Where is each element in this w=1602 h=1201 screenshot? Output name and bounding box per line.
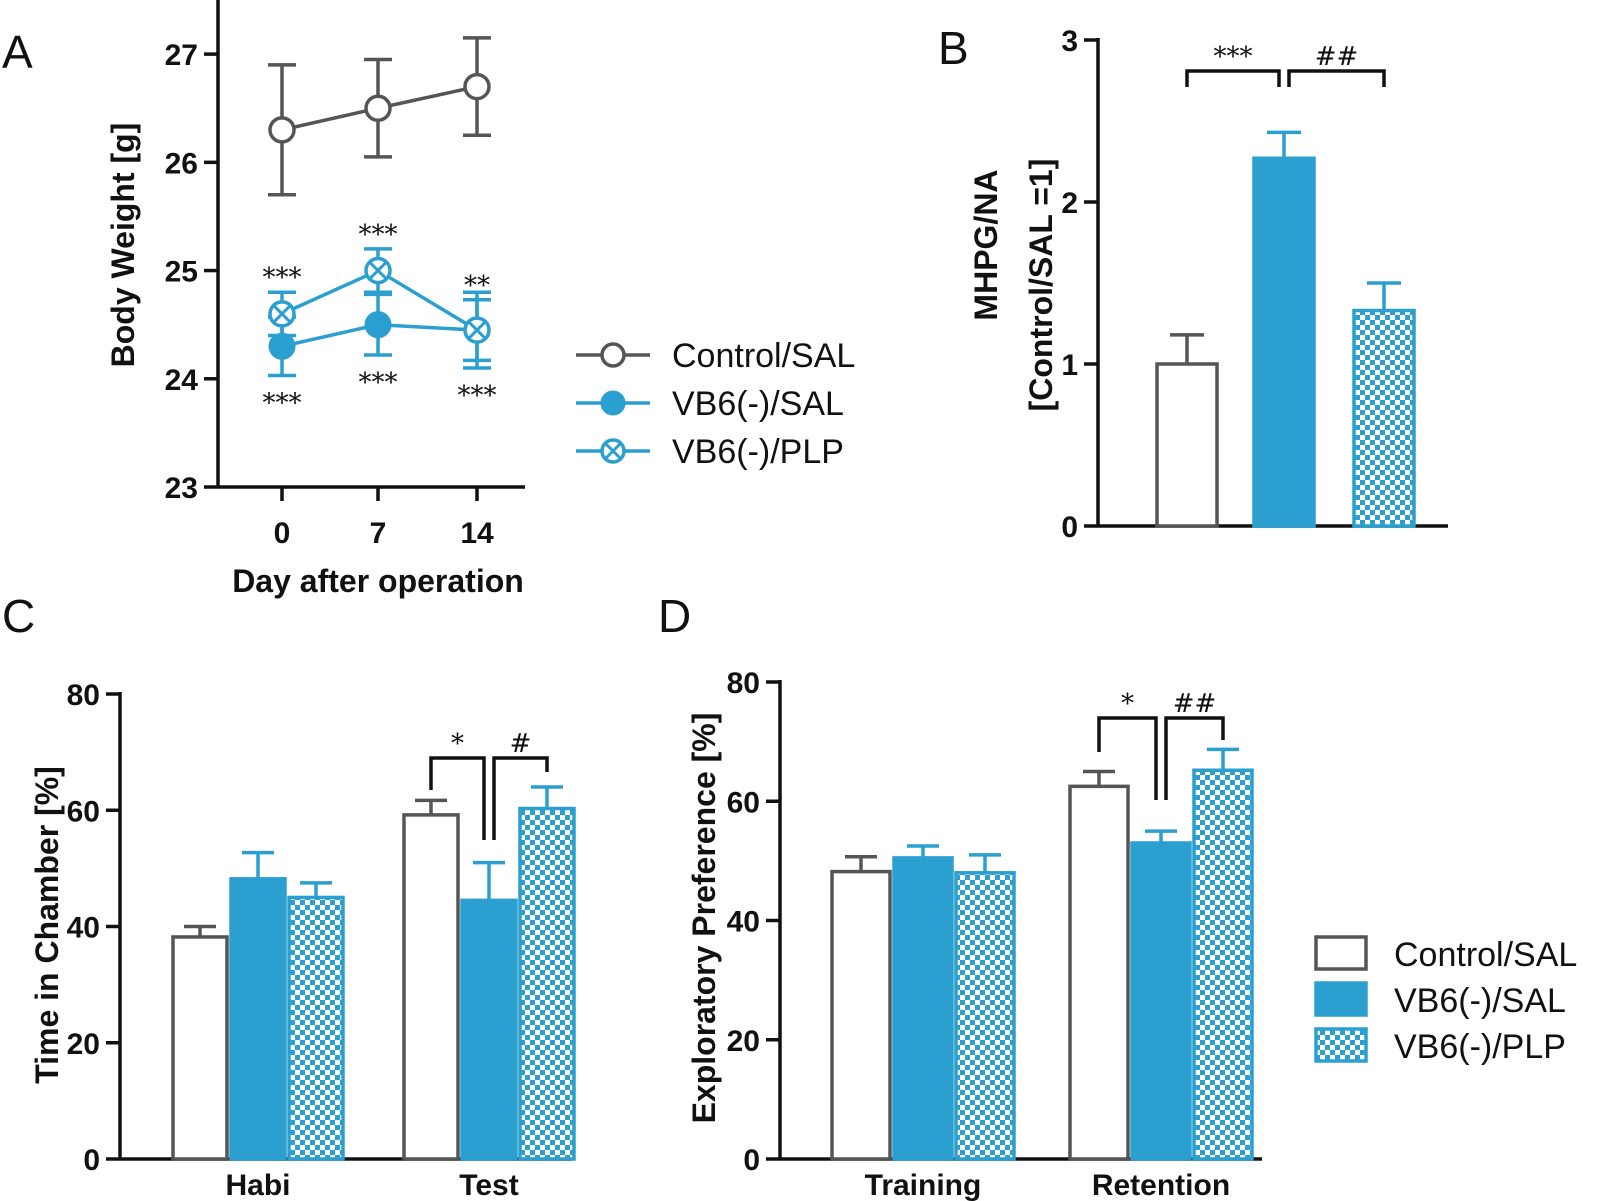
data-point [268,332,296,360]
y-axis-title: Time in Chamber [%] [29,766,65,1084]
bar [287,895,345,1161]
legend-swatch [1314,935,1368,971]
bar [1352,308,1416,528]
significance-label: *** [263,389,302,419]
significance-bracket [1097,716,1158,800]
panel-label-a: A [2,26,33,78]
y-tick-label: 20 [67,1028,100,1061]
data-point [364,94,392,122]
y-tick-label: 24 [165,364,199,397]
significance-label: # [510,729,532,759]
significance-bracket [1287,69,1386,87]
data-point [463,72,491,101]
bar [460,898,518,1161]
legend-marker-cross [604,442,622,460]
y-tick-label: 80 [727,667,760,700]
legend-label: VB6(-)/PLP [1394,1028,1566,1066]
y-tick-label: 26 [165,147,198,180]
significance-label: *** [458,381,497,411]
bar [892,856,954,1161]
data-point-cross [273,305,291,323]
significance-bracket [429,756,486,840]
y-tick-label: 25 [165,256,198,289]
significance-label: *** [1214,42,1253,72]
legend-marker [600,390,626,416]
data-point [268,116,296,144]
bar-legend: Control/SAL VB6(-)/SAL VB6(-)/PLP [1314,935,1577,1066]
x-tick-label: 14 [460,517,494,550]
y-tick-label: 2 [1061,187,1078,220]
data-point-cross [468,321,486,339]
significance-label: *** [263,263,302,293]
y-tick-label: 0 [743,1144,760,1177]
legend-swatch [1314,981,1368,1017]
panel-label-d: D [658,590,691,642]
y-axis-title-line1: MHPG/NA [968,169,1004,320]
y-tick-label: 0 [1061,511,1078,544]
legend-swatch [1314,1027,1368,1063]
y-tick-label: 0 [83,1144,100,1177]
significance-label: ## [1173,689,1217,719]
legend-label: VB6(-)/PLP [672,433,844,471]
bar [954,871,1016,1161]
y-tick-label: 40 [727,906,760,939]
bar [402,813,460,1161]
panel-label-b: B [938,22,969,74]
bar [1068,784,1130,1161]
y-tick-label: 40 [67,912,100,945]
legend-label: Control/SAL [672,337,855,375]
y-tick-label: 80 [67,679,100,712]
bar [171,935,229,1161]
y-tick-label: 23 [165,472,198,505]
data-point [364,311,392,339]
x-axis-title: Day after operation [232,563,524,599]
y-tick-label: 3 [1061,25,1078,58]
panel-a-line-chart: 23 24 25 26 27 0 7 14 Day after operation Body We… [105,0,525,599]
y-tick-label: 27 [165,39,198,72]
significance-bracket [1185,69,1281,87]
significance-bracket [1164,716,1225,800]
bar [518,806,576,1161]
legend-marker [600,342,626,368]
panel-d-bar-chart: 0 20 40 60 80 Training Retention Exploratory Pr… [686,667,1262,1201]
x-tick-label: 0 [274,517,291,550]
y-tick-label: 1 [1061,349,1078,382]
y-tick-label: 60 [67,795,100,828]
y-tick-label: 60 [727,786,760,819]
y-axis-title-line2: [Control/SAL =1] [1023,159,1059,412]
x-tick-label: Retention [1092,1169,1230,1201]
line-legend: Control/SAL VB6(-)/SAL VB6(-)/PLP [576,337,855,471]
x-tick-label: Test [459,1169,518,1201]
significance-label: ## [1315,42,1359,72]
significance-label: *** [359,220,398,250]
bar [1130,841,1192,1161]
legend-label: VB6(-)/SAL [672,385,844,423]
panel-b-bar-chart: 0 1 2 3 MHPG/NA [Control/SAL =1] *** ## [968,25,1448,544]
x-tick-label: 7 [370,517,387,550]
x-tick-label: Habi [225,1169,290,1201]
bar [830,869,892,1161]
significance-label: * [451,729,464,759]
significance-label: * [1121,689,1134,719]
legend-label: VB6(-)/SAL [1394,982,1566,1020]
significance-label: ** [464,271,490,301]
significance-bracket [492,756,549,840]
panel-c-bar-chart: 0 20 40 60 80 Habi Test Time in Chamber [%] * # [29,679,576,1201]
y-tick-label: 20 [727,1025,760,1058]
bar [1252,156,1316,528]
bar [229,877,287,1161]
y-axis-title: Body Weight [g] [105,123,141,368]
panel-label-c: C [2,590,35,642]
bar [1192,768,1254,1161]
significance-label: *** [359,368,398,398]
data-point-cross [369,262,387,280]
y-axis-title: Exploratory Preference [%] [686,713,722,1124]
bar [1155,362,1219,528]
x-tick-label: Training [865,1169,982,1201]
legend-label: Control/SAL [1394,936,1577,974]
